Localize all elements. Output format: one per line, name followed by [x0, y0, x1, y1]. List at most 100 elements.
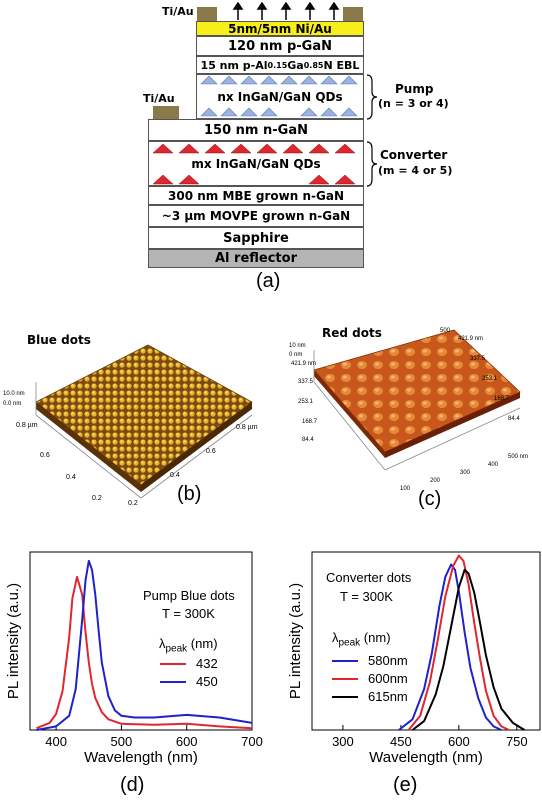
chart-d-legend-lambda: λ — [159, 636, 166, 651]
x-tick-label: 600 — [448, 734, 470, 749]
chart-e-legend-unit: (nm) — [360, 630, 391, 645]
afm-b-title: Blue dots — [27, 333, 91, 347]
chart-e-legend-title: λpeak (nm) — [332, 630, 391, 649]
layer-sapphire: Sapphire — [148, 227, 364, 249]
afm-c-top-tick-1: 500 — [440, 328, 451, 334]
converter-sub-label: (m = 4 or 5) — [378, 164, 453, 177]
x-tick-label: 700 — [241, 734, 263, 749]
side-contact — [153, 106, 179, 119]
caption-c: (c) — [418, 488, 442, 510]
chart-e-annotation-1: Converter dots — [326, 570, 412, 585]
x-axis-label: Wavelength (nm) — [369, 749, 483, 766]
afm-c-left-tick-3: 253.1 — [298, 399, 314, 405]
layer-movpe-n-gan: ~3 µm MOVPE grown n-GaN — [148, 205, 364, 227]
afm-c-surface — [313, 329, 521, 471]
layer-p-gan: 120 nm p-GaN — [196, 36, 364, 56]
chart-d-annotation-2: T = 300K — [162, 606, 215, 621]
legend-label-432: 432 — [196, 656, 218, 671]
x-tick-label: 750 — [506, 734, 528, 749]
legend-label-450: 450 — [196, 674, 218, 689]
layer-n-gan-150: 150 nm n-GaN — [148, 119, 364, 141]
afm-b-y-tick-3: 0.4 — [66, 474, 76, 481]
afm-b-surface — [35, 344, 253, 499]
legend-label-615nm: 615nm — [368, 689, 408, 704]
afm-c-left-tick-4: 168.7 — [302, 419, 318, 425]
afm-c-z-bot: 0 nm — [289, 352, 303, 358]
afm-c-x-tick-2: 200 — [430, 478, 441, 484]
afm-c-top-tick-6: 84.4 — [508, 416, 520, 422]
x-tick-label: 300 — [332, 734, 354, 749]
chart-e-legend-sub: peak — [338, 637, 361, 649]
afm-b-x-tick-2: 0.4 — [170, 472, 180, 479]
pump-sub-label: (n = 3 or 4) — [378, 97, 449, 110]
layer-converter-qds: mx InGaN/GaN QDs — [148, 141, 364, 186]
ebl-text-1: 15 nm p-Al — [200, 58, 268, 72]
caption-a: (a) — [256, 270, 281, 292]
afm-c-x-tick-5: 500 nm — [508, 454, 529, 460]
chart-e-annotation-2: T = 300K — [340, 589, 393, 604]
ebl-sub-1: 0.15 — [267, 60, 288, 70]
afm-c-top-tick-4: 253.1 — [482, 376, 498, 382]
chart-d-annotation-1: Pump Blue dots — [143, 588, 235, 603]
ebl-text-2: Ga — [287, 58, 304, 72]
afm-c-title: Red dots — [322, 326, 382, 340]
chart-e-legend-lambda: λ — [332, 630, 339, 645]
afm-b-y-tick-4: 0.2 — [92, 495, 102, 502]
emission-arrows — [232, 2, 340, 20]
x-axis-label: Wavelength (nm) — [84, 749, 198, 766]
afm-c-left-tick-5: 84.4 — [302, 437, 314, 443]
series-line-615nm — [411, 568, 526, 731]
side-contact-label: Ti/Au — [143, 92, 175, 105]
x-tick-label: 450 — [390, 734, 412, 749]
afm-b-x-tick-4: 0.8 µm — [236, 424, 258, 431]
afm-c-x-tick-1: 100 — [400, 486, 411, 492]
plot-frame — [29, 551, 253, 731]
afm-c-left-tick-2: 337.5 — [298, 379, 314, 385]
y-axis-label: PL intensity (a.u.) — [287, 583, 304, 699]
afm-b-y-tick-2: 0.6 — [40, 452, 50, 459]
afm-c-top-tick-3: 337.5 — [470, 356, 486, 362]
chart-e-svg: 300 450 600 750 Wavelength (nm) PL intensity … — [287, 551, 541, 766]
x-tick-label: 600 — [176, 734, 198, 749]
pump-label: Pump — [395, 82, 434, 96]
converter-qd-label: mx InGaN/GaN QDs — [191, 156, 321, 171]
legend-label-580nm: 580nm — [368, 653, 408, 668]
afm-c-left-tick-1: 421.9 nm — [291, 361, 317, 367]
y-axis-label: PL intensity (a.u.) — [5, 583, 22, 699]
series-line-432 — [36, 575, 253, 730]
converter-brace — [366, 141, 378, 187]
afm-c-x-tick-3: 300 — [460, 470, 471, 476]
layer-al-reflector: Al reflector — [148, 249, 364, 268]
caption-b: (b) — [177, 483, 202, 505]
ebl-text-3: N EBL — [323, 58, 360, 72]
plot-frame — [311, 551, 541, 731]
chart-d-legend-sub: peak — [165, 643, 188, 655]
caption-e: (e) — [393, 774, 418, 796]
caption-d: (d) — [120, 774, 145, 796]
afm-b-x-tick-1: 0.2 — [128, 500, 138, 507]
top-contact-right — [343, 7, 363, 21]
converter-qd-triangles — [152, 143, 356, 185]
converter-label: Converter — [380, 148, 448, 162]
layer-ni-au: 5nm/5nm Ni/Au — [196, 21, 364, 36]
series-line-600nm — [407, 554, 510, 731]
ebl-sub-2: 0.85 — [303, 60, 324, 70]
afm-b-y-tick-1: 0.8 µm — [16, 422, 38, 429]
pump-qd-label: nx InGaN/GaN QDs — [217, 89, 343, 104]
chart-d-legend-unit: (nm) — [187, 636, 218, 651]
x-tick-label: 500 — [111, 734, 133, 749]
pump-qd-triangles — [200, 75, 358, 117]
top-contact-label: Ti/Au — [162, 5, 194, 18]
pump-brace — [366, 74, 378, 120]
x-tick-label: 400 — [45, 734, 67, 749]
afm-b-z-bot: 0.0 nm — [3, 401, 22, 407]
afm-b-z-top: 10.0 nm — [3, 391, 25, 397]
afm-c-x-tick-4: 400 — [488, 462, 499, 468]
afm-b-x-tick-3: 0.6 — [206, 448, 216, 455]
afm-c-top-tick-5: 168.7 — [494, 396, 510, 402]
afm-c-top-tick-2: 421.9 nm — [458, 336, 484, 342]
series-line-450 — [36, 559, 253, 731]
legend-label-600nm: 600nm — [368, 671, 408, 686]
layer-pump-qds: nx InGaN/GaN QDs — [196, 74, 364, 119]
chart-d-legend-title: λpeak (nm) — [159, 636, 218, 655]
